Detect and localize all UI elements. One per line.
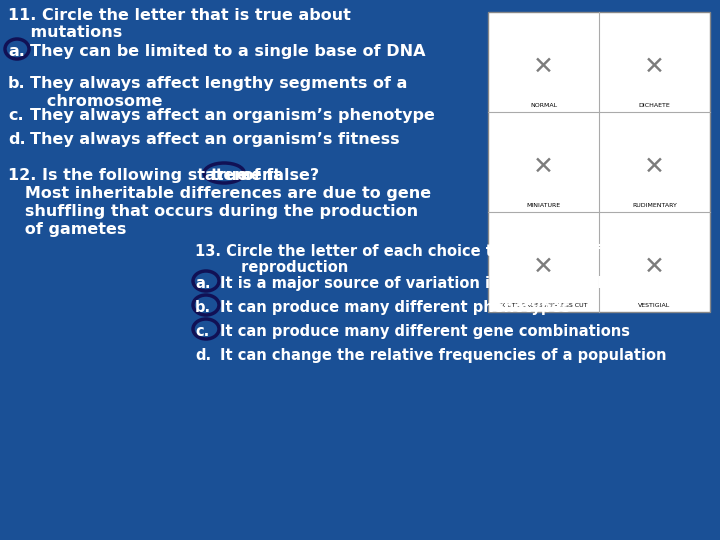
Text: It can produce many different gene combinations: It can produce many different gene combi… (220, 324, 630, 339)
Text: d.: d. (195, 348, 211, 363)
Text: ✕: ✕ (644, 55, 665, 79)
Text: Most inheritable differences are due to gene: Most inheritable differences are due to … (8, 186, 431, 201)
Text: shuffling that occurs during the production: shuffling that occurs during the product… (8, 204, 418, 219)
Text: They always affect lengthy segments of a: They always affect lengthy segments of a (30, 76, 408, 91)
Text: It can change the relative frequencies of a population: It can change the relative frequencies o… (220, 348, 667, 363)
Text: reproduction: reproduction (195, 260, 348, 275)
Text: They always affect an organism’s fitness: They always affect an organism’s fitness (30, 132, 400, 147)
Text: of false?: of false? (238, 168, 320, 183)
Text: It can produce many different phenotypes: It can produce many different phenotypes (220, 300, 570, 315)
Text: They always affect an organism’s phenotype: They always affect an organism’s phenoty… (30, 108, 435, 123)
Text: SCUTE CROSSVEINLESS CUT: SCUTE CROSSVEINLESS CUT (499, 303, 588, 308)
Text: a.: a. (195, 276, 210, 291)
Text: It is a major source of variation in many populations: It is a major source of variation in man… (220, 276, 654, 291)
Text: VESTIGIAL: VESTIGIAL (639, 303, 670, 308)
Text: true: true (211, 168, 249, 183)
Text: They can be limited to a single base of DNA: They can be limited to a single base of … (30, 44, 426, 59)
Text: a.: a. (8, 44, 25, 59)
Text: ✕: ✕ (533, 155, 554, 179)
Text: of gametes: of gametes (8, 222, 127, 237)
Text: MINIATURE: MINIATURE (526, 203, 561, 208)
Text: NORMAL: NORMAL (530, 103, 557, 108)
Text: chromosome: chromosome (30, 94, 163, 109)
Text: 13. Circle the letter of each choice that is true of sexual: 13. Circle the letter of each choice tha… (195, 244, 659, 259)
FancyBboxPatch shape (488, 12, 710, 312)
Text: DICHAETE: DICHAETE (639, 103, 670, 108)
Text: ✕: ✕ (644, 155, 665, 179)
Text: ✕: ✕ (644, 255, 665, 279)
Text: c.: c. (8, 108, 24, 123)
Text: d.: d. (8, 132, 26, 147)
Text: b.: b. (195, 300, 211, 315)
Text: 12. Is the following statement: 12. Is the following statement (8, 168, 287, 183)
Text: ✕: ✕ (533, 55, 554, 79)
Text: mutations: mutations (8, 25, 122, 40)
Text: ✕: ✕ (533, 255, 554, 279)
Text: b.: b. (8, 76, 26, 91)
Text: c.: c. (195, 324, 210, 339)
Text: 11. Circle the letter that is true about: 11. Circle the letter that is true about (8, 8, 351, 23)
Text: RUDIMENTARY: RUDIMENTARY (632, 203, 677, 208)
